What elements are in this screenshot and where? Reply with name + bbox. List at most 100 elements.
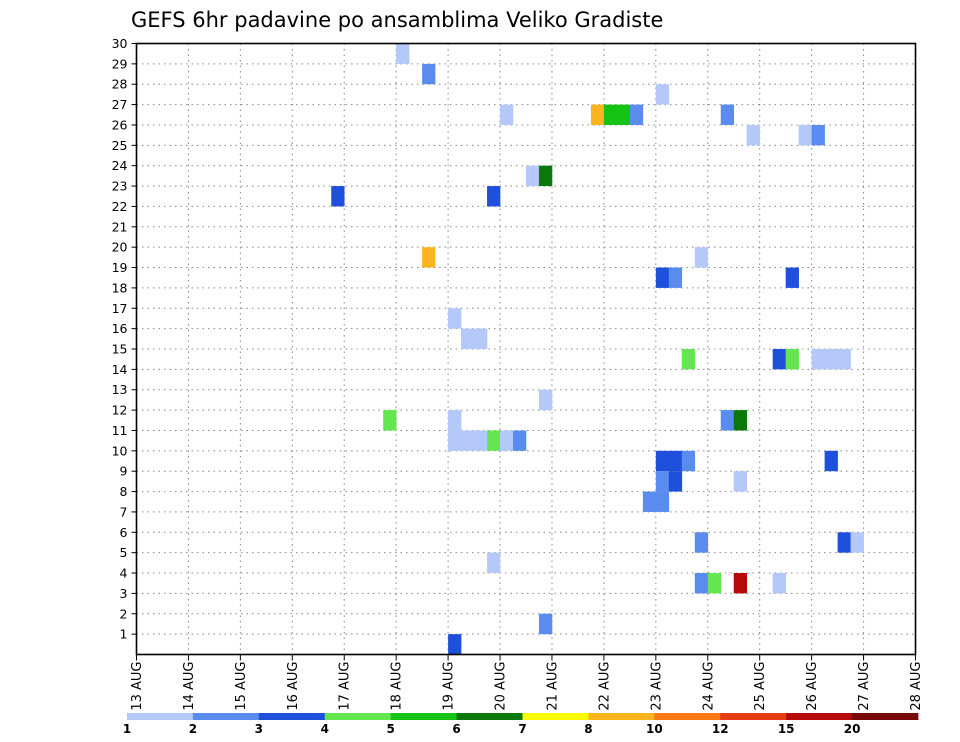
colorbar-label: 6 [452, 722, 460, 736]
x-tick-label: 18 AUG [390, 662, 405, 711]
colorbar-label: 8 [584, 722, 592, 736]
precip-cell [487, 552, 501, 574]
precip-cell [655, 450, 670, 472]
precip-cell [616, 104, 631, 125]
colorbar-swatch [852, 713, 919, 720]
precip-cell [448, 634, 462, 655]
precip-cell [694, 247, 709, 268]
x-tick-label: 22 AUG [597, 662, 612, 711]
y-tick-label: 27 [112, 97, 128, 112]
x-tick-label: 23 AUG [649, 662, 664, 711]
y-tick-label: 26 [112, 117, 128, 132]
precip-cell [707, 573, 722, 594]
y-tick-label: 5 [120, 545, 128, 560]
precip-cell [668, 471, 683, 492]
precip-cell [837, 349, 851, 370]
x-tick-label: 15 AUG [234, 662, 249, 711]
y-tick-label: 10 [112, 443, 128, 458]
x-tick-label: 19 AUG [442, 662, 457, 711]
y-axis: 1234567891011121314151617181920212223242… [112, 36, 137, 642]
x-tick-label: 13 AUG [130, 662, 145, 711]
colorbar-label: 20 [844, 722, 861, 736]
colorbar-swatch [786, 713, 853, 720]
precip-cell [474, 328, 488, 349]
colorbar-label: 1 [123, 722, 131, 736]
precip-cell [798, 124, 812, 146]
x-axis: 13 AUG 14 AUG 15 AUG 16 AUG 17 AUG 18 AUG 19 A… [130, 654, 924, 711]
precip-cell [526, 165, 540, 187]
y-tick-label: 18 [112, 280, 128, 295]
colorbar-swatch [324, 713, 392, 720]
y-tick-label: 21 [112, 219, 128, 234]
precip-cell [785, 267, 799, 288]
x-tick-label: 16 AUG [286, 662, 301, 711]
precip-cell [811, 124, 825, 146]
precip-cell [811, 349, 825, 370]
y-tick-label: 7 [120, 504, 128, 519]
y-tick-label: 30 [112, 36, 128, 51]
chart-title: GEFS 6hr padavine po ansamblima Veliko G… [131, 8, 663, 32]
colorbar-label: 7 [518, 722, 526, 736]
colorbar-label: 12 [712, 722, 729, 736]
precip-cell [850, 532, 864, 553]
precip-cell [448, 410, 462, 431]
colorbar-label: 5 [386, 722, 394, 736]
x-tick-label: 25 AUG [753, 662, 768, 711]
precip-cell [448, 430, 462, 451]
x-tick-label: 14 AUG [182, 662, 197, 711]
precip-cell [681, 450, 696, 472]
colorbar-swatch [390, 713, 457, 720]
y-tick-label: 15 [112, 342, 128, 357]
y-tick-label: 29 [112, 56, 128, 71]
precip-cell [538, 389, 553, 411]
precip-cell [720, 410, 735, 431]
precip-cell [538, 165, 553, 187]
precip-cell [513, 430, 527, 451]
precip-cell [396, 43, 410, 64]
y-tick-label: 19 [112, 260, 128, 275]
precip-cell [500, 104, 514, 125]
colorbar-swatch [258, 713, 326, 720]
colorbar-swatch [192, 713, 260, 720]
precip-cell [500, 430, 514, 451]
x-tick-label: 27 AUG [857, 662, 872, 711]
data-cells [331, 43, 864, 655]
y-tick-label: 2 [120, 606, 128, 621]
y-tick-label: 13 [112, 382, 128, 397]
colorbar-label: 4 [321, 722, 329, 736]
precip-cell [733, 573, 748, 594]
precip-cell [824, 349, 838, 370]
precip-cell [461, 328, 475, 349]
precip-cell [538, 613, 553, 635]
precip-cell [461, 430, 475, 451]
x-tick-label: 28 AUG [909, 662, 924, 711]
precip-cell [733, 410, 748, 431]
precip-cell [772, 349, 786, 370]
x-tick-label: 20 AUG [494, 662, 509, 711]
precip-cell [681, 349, 696, 370]
precip-cell [655, 267, 670, 288]
y-tick-label: 25 [112, 138, 128, 153]
precip-cell [655, 491, 670, 512]
precip-cell [668, 267, 683, 288]
y-tick-label: 23 [112, 179, 128, 194]
colorbar-label: 3 [255, 722, 263, 736]
y-tick-label: 14 [112, 362, 128, 377]
y-tick-label: 1 [120, 627, 128, 642]
y-tick-label: 4 [120, 566, 128, 581]
colorbar-swatch [588, 713, 655, 720]
colorbar-swatch [654, 713, 721, 720]
precip-cell [746, 124, 760, 146]
precip-cell [474, 430, 488, 451]
y-tick-label: 22 [112, 199, 128, 214]
y-tick-label: 8 [120, 484, 128, 499]
y-tick-label: 28 [112, 77, 128, 92]
x-tick-label: 17 AUG [338, 662, 353, 711]
colorbar-swatch [127, 713, 194, 720]
y-tick-label: 17 [112, 301, 128, 316]
precip-cell [837, 532, 851, 553]
y-tick-label: 6 [120, 525, 128, 540]
colorbar-swatch [522, 713, 589, 720]
precip-cell [694, 573, 709, 594]
